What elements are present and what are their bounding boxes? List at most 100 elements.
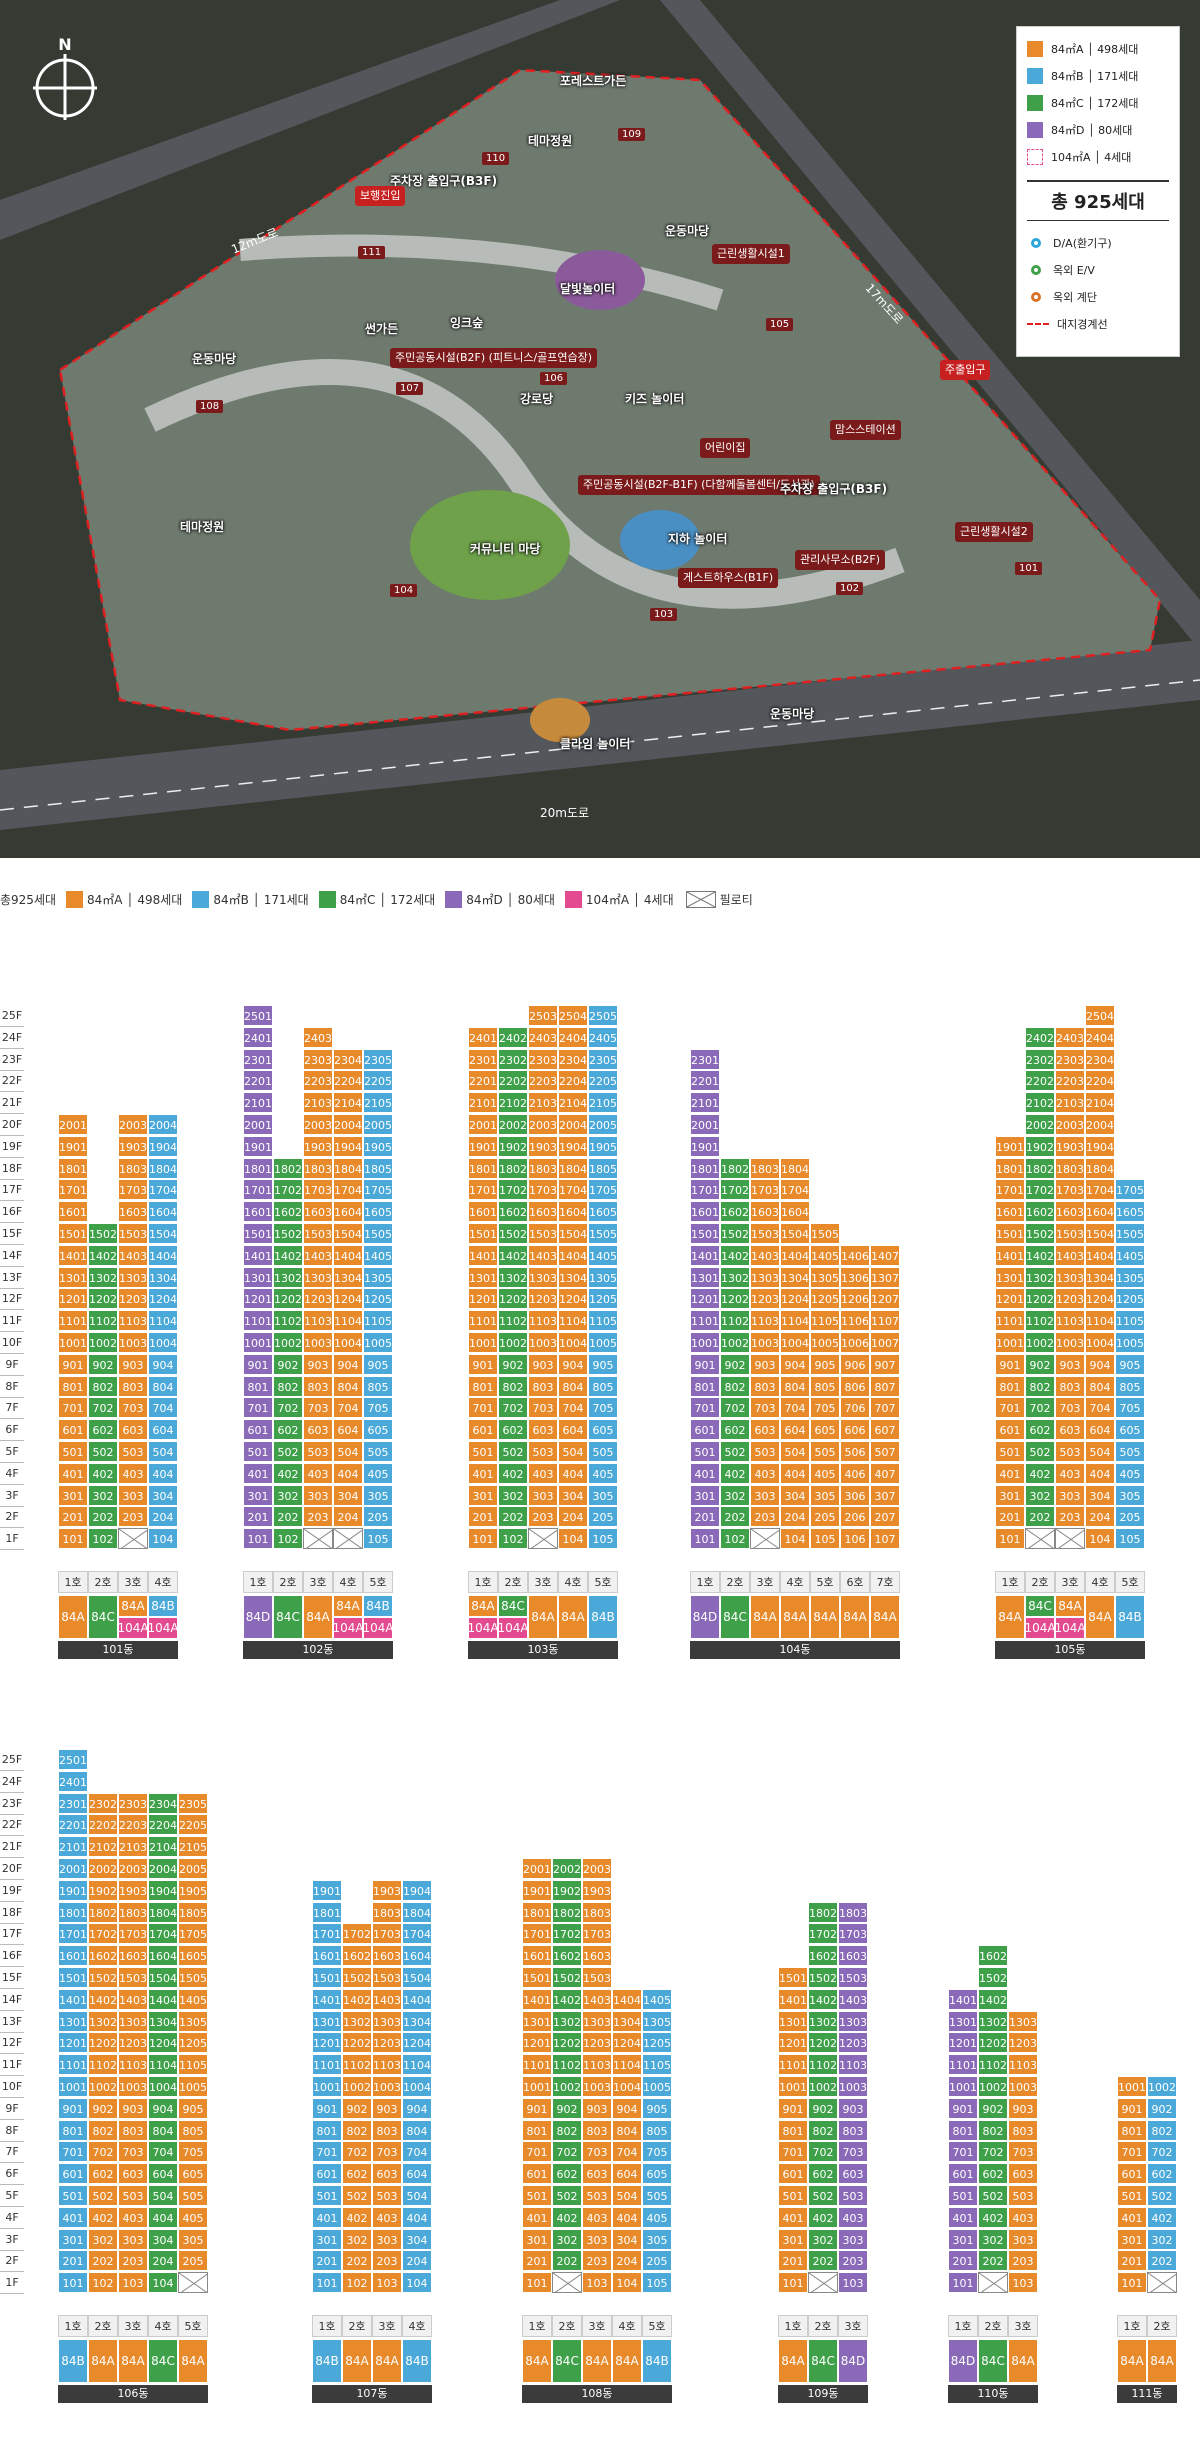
dong-label: 102동 [243, 1641, 393, 1659]
floor-label: 23F [0, 1049, 24, 1071]
unit-cell: 1505 [178, 1967, 208, 1988]
unit-cell: 1004 [612, 2076, 642, 2097]
unit-cell: 1002 [720, 1332, 750, 1353]
unit-cell: 402 [273, 1462, 303, 1484]
unit-cell: 302 [498, 1484, 528, 1506]
unit-cell: 101 [1117, 2272, 1147, 2294]
ho-label: 7호 [870, 1571, 900, 1593]
map-label: 20m도로 [540, 806, 590, 820]
unit-cell: 801 [312, 2119, 342, 2141]
unit-cell: 2204 [1085, 1070, 1115, 1092]
unit-cell: 1201 [522, 2032, 552, 2054]
unit-cell: 1105 [642, 2054, 672, 2076]
ho-label: 2호 [273, 1571, 303, 1593]
unit-cell: 801 [948, 2119, 978, 2141]
unit-cell: 203 [528, 1506, 558, 1528]
unit-cell: 1004 [148, 2076, 178, 2097]
ho-label: 3호 [118, 1571, 148, 1593]
unit-cell: 1801 [312, 1901, 342, 1923]
unit-cell: 404 [1085, 1462, 1115, 1484]
unit-cell: 1205 [1115, 1288, 1145, 1310]
unit-cell: 901 [522, 2097, 552, 2119]
unit-cell: 502 [720, 1441, 750, 1462]
unit-cell: 1401 [468, 1244, 498, 1266]
unit-cell: 1304 [148, 2010, 178, 2032]
ho-label: 6호 [840, 1571, 870, 1593]
unit-cell: 1604 [1085, 1201, 1115, 1223]
unit-cell: 605 [1115, 1419, 1145, 1441]
unit-cell: 1503 [303, 1223, 333, 1244]
unit-cell: 1904 [148, 1135, 178, 1157]
unit-cell: 504 [148, 2185, 178, 2206]
unit-cell: 1901 [58, 1135, 88, 1157]
ho-label: 4호 [1085, 1571, 1115, 1593]
unit-cell: 901 [948, 2097, 978, 2119]
unit-cell: 405 [642, 2206, 672, 2228]
unit-cell: 303 [528, 1484, 558, 1506]
map-label: 커뮤니티 마당 [470, 542, 541, 556]
unit-cell: 1103 [528, 1310, 558, 1332]
unit-cell: 2403 [528, 1026, 558, 1048]
unit-cell: 101 [468, 1528, 498, 1550]
unit-cell: 802 [978, 2119, 1008, 2141]
ho-label: 3호 [750, 1571, 780, 1593]
unit-cell: 404 [558, 1462, 588, 1484]
unit-cell: 101 [778, 2272, 808, 2294]
unit-cell: 1204 [780, 1288, 810, 1310]
unit-cell: 1404 [402, 1988, 432, 2010]
unit-cell: 2303 [118, 1792, 148, 1814]
unit-cell: 503 [838, 2185, 868, 2206]
unit-cell: 1103 [1055, 1310, 1085, 1332]
unit-cell: 507 [870, 1441, 900, 1462]
unit-cell: 1402 [273, 1244, 303, 1266]
unit-cell: 1903 [372, 1879, 402, 1901]
unit-cell: 2405 [588, 1026, 618, 1048]
unit-cell: 205 [642, 2250, 672, 2272]
unit-cell: 802 [342, 2119, 372, 2141]
unit-cell: 801 [1117, 2119, 1147, 2141]
unit-cell: 1701 [58, 1179, 88, 1201]
unit-cell: 103 [372, 2272, 402, 2294]
unit-cell: 1205 [642, 2032, 672, 2054]
floor-label: 18F [0, 1158, 24, 1180]
pilotis-cell [178, 2272, 208, 2294]
unit-cell: 604 [1085, 1419, 1115, 1441]
unit-cell: 1301 [312, 2010, 342, 2032]
unit-cell: 1602 [808, 1945, 838, 1967]
unit-cell: 1202 [978, 2032, 1008, 2054]
unit-type-cell: 84A [58, 1595, 88, 1639]
unit-cell: 904 [148, 1353, 178, 1375]
unit-cell: 1503 [118, 1967, 148, 1988]
unit-cell: 1101 [312, 2054, 342, 2076]
unit-cell: 1604 [333, 1201, 363, 1223]
unit-cell: 1503 [528, 1223, 558, 1244]
unit-cell: 703 [118, 2141, 148, 2163]
unit-cell: 505 [588, 1441, 618, 1462]
unit-cell: 502 [273, 1441, 303, 1462]
unit-cell: 901 [468, 1353, 498, 1375]
unit-cell: 401 [312, 2206, 342, 2228]
unit-cell: 1002 [88, 1332, 118, 1353]
unit-cell: 105 [588, 1528, 618, 1550]
unit-cell: 501 [948, 2185, 978, 2206]
unit-cell: 201 [690, 1506, 720, 1528]
unit-cell: 402 [720, 1462, 750, 1484]
dong-label: 111동 [1117, 2385, 1177, 2403]
unit-cell: 1502 [88, 1967, 118, 1988]
unit-cell: 705 [1115, 1397, 1145, 1419]
unit-type-cell: 84A [1008, 2339, 1038, 2383]
unit-cell: 601 [312, 2163, 342, 2185]
unit-cell: 603 [118, 1419, 148, 1441]
unit-cell: 801 [522, 2119, 552, 2141]
unit-cell: 202 [808, 2250, 838, 2272]
unit-cell: 301 [312, 2228, 342, 2250]
unit-type-cell: 84A [88, 2339, 118, 2383]
unit-cell: 101 [312, 2272, 342, 2294]
unit-cell: 102 [342, 2272, 372, 2294]
unit-cell: 1001 [312, 2076, 342, 2097]
legend-text: 84㎡B │ 171세대 [1051, 69, 1139, 83]
unit-cell: 1302 [88, 1266, 118, 1288]
unit-cell: 202 [978, 2250, 1008, 2272]
unit-cell: 2304 [1085, 1048, 1115, 1070]
unit-cell: 1603 [838, 1945, 868, 1967]
